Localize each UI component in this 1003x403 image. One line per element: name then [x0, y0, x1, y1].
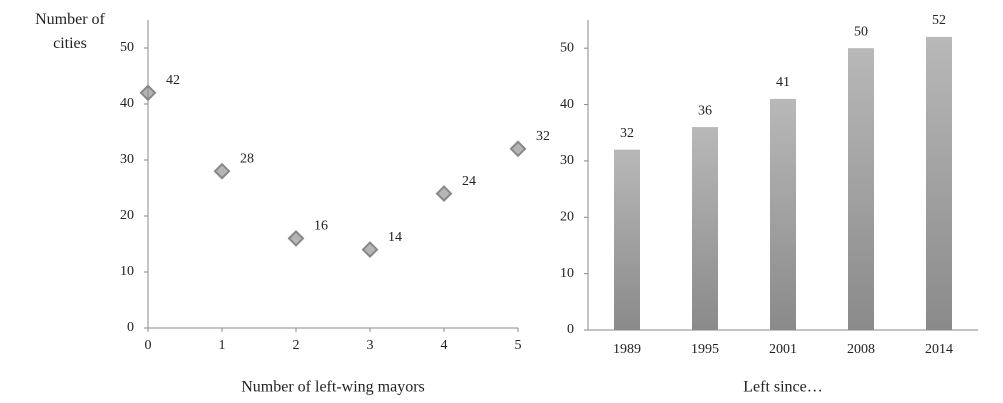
bar — [692, 127, 718, 330]
x-axis-label: Left since… — [743, 379, 823, 396]
marker — [287, 229, 305, 247]
x-tick-label: 1995 — [691, 342, 719, 357]
marker — [213, 162, 231, 180]
y-tick-label: 30 — [120, 152, 134, 167]
x-tick-label: 1989 — [613, 342, 641, 357]
data-label: 41 — [776, 75, 790, 90]
y-tick-label: 10 — [560, 266, 574, 281]
bar — [848, 48, 874, 330]
y-tick-label: 40 — [560, 97, 574, 112]
y-axis-label: Number of cities — [35, 11, 105, 52]
y-tick-label: 0 — [127, 320, 134, 335]
y-tick-label: 0 — [567, 322, 574, 337]
marker — [361, 241, 379, 259]
x-tick-label: 1 — [219, 338, 226, 353]
data-label: 36 — [698, 103, 712, 118]
x-tick-label: 3 — [367, 338, 374, 353]
y-tick-label: 10 — [120, 264, 134, 279]
x-axis-label: Number of left-wing mayors — [241, 379, 425, 396]
y-tick-label: 20 — [120, 208, 134, 223]
data-label: 42 — [166, 73, 180, 88]
data-label: 28 — [240, 151, 254, 166]
data-label: 52 — [932, 13, 946, 28]
data-label: 14 — [388, 230, 402, 245]
y-tick-label: 50 — [560, 40, 574, 55]
x-tick-label: 2014 — [925, 342, 953, 357]
bar — [614, 149, 640, 330]
data-label: 16 — [314, 219, 328, 234]
x-tick-label: 0 — [145, 338, 152, 353]
bar — [770, 98, 796, 330]
x-tick-label: 2 — [293, 338, 300, 353]
y-tick-label: 30 — [560, 153, 574, 168]
y-tick-label: 20 — [560, 209, 574, 224]
marker — [435, 185, 453, 203]
x-tick-label: 2008 — [847, 342, 875, 357]
y-tick-label: 40 — [120, 96, 134, 111]
x-tick-label: 2001 — [769, 342, 797, 357]
data-label: 50 — [854, 24, 868, 39]
bar — [926, 36, 952, 331]
marker — [509, 140, 527, 158]
data-label: 32 — [536, 129, 550, 144]
x-tick-label: 5 — [515, 338, 522, 353]
x-tick-label: 4 — [441, 338, 448, 353]
data-label: 32 — [620, 126, 634, 141]
y-tick-label: 50 — [120, 40, 134, 55]
data-label: 24 — [462, 174, 476, 189]
